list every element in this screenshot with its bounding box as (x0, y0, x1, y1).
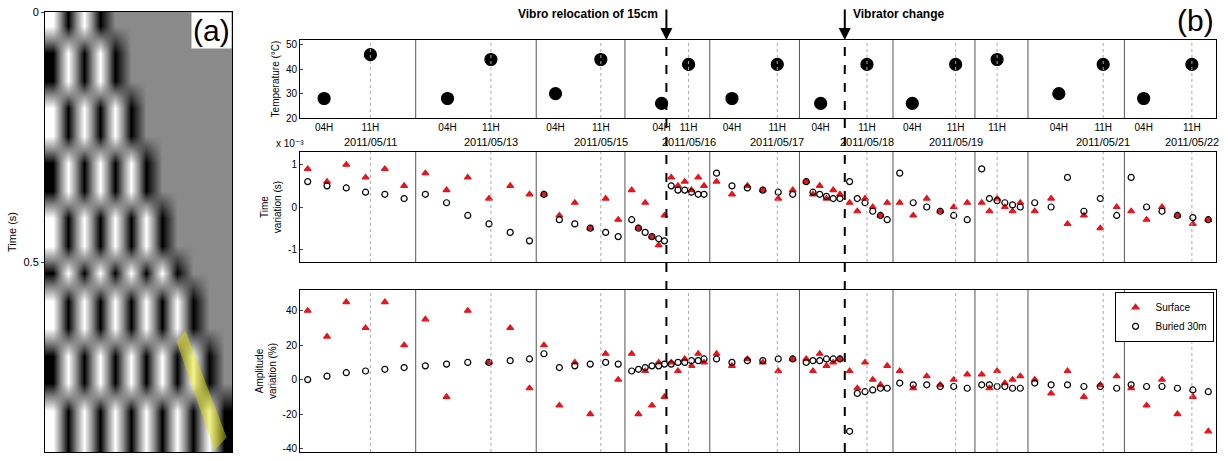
svg-text:2011/05/17: 2011/05/17 (750, 136, 804, 148)
svg-text:04H: 04H (1050, 122, 1068, 133)
svg-text:2011/05/18: 2011/05/18 (840, 136, 894, 148)
svg-text:11H: 11H (1094, 122, 1112, 133)
svg-text:2011/05/21: 2011/05/21 (1076, 136, 1130, 148)
svg-text:40: 40 (286, 64, 298, 75)
svg-text:11H: 11H (482, 122, 500, 133)
svg-text:0.5: 0.5 (24, 256, 39, 268)
svg-text:04H: 04H (1135, 122, 1153, 133)
svg-text:2011/05/19: 2011/05/19 (929, 136, 983, 148)
svg-text:11H: 11H (362, 122, 380, 133)
svg-text:40: 40 (286, 305, 298, 316)
svg-text:04H: 04H (652, 122, 670, 133)
svg-text:Vibrator change: Vibrator change (853, 7, 944, 21)
svg-text:-20: -20 (283, 409, 298, 420)
svg-text:2011/05/15: 2011/05/15 (574, 136, 628, 148)
svg-text:x 10⁻³: x 10⁻³ (276, 138, 304, 149)
svg-text:04H: 04H (811, 122, 829, 133)
svg-text:04H: 04H (723, 122, 741, 133)
svg-text:04H: 04H (315, 122, 333, 133)
svg-text:04H: 04H (438, 122, 456, 133)
svg-text:Vibro relocation of 15cm: Vibro relocation of 15cm (518, 7, 658, 21)
svg-text:11H: 11H (1183, 122, 1201, 133)
svg-text:04H: 04H (903, 122, 921, 133)
svg-text:11H: 11H (680, 122, 698, 133)
svg-text:11H: 11H (858, 122, 876, 133)
svg-text:0: 0 (291, 374, 297, 385)
svg-text:30: 30 (286, 88, 298, 99)
svg-text:-40: -40 (283, 443, 298, 454)
svg-text:1: 1 (291, 159, 297, 170)
svg-text:Buried 30m: Buried 30m (1156, 321, 1207, 332)
svg-text:(b): (b) (1177, 4, 1214, 37)
svg-text:11H: 11H (592, 122, 610, 133)
svg-text:04H: 04H (546, 122, 564, 133)
svg-text:2011/05/22: 2011/05/22 (1165, 136, 1219, 148)
svg-text:Amplitudevariation (%): Amplitudevariation (%) (254, 343, 278, 399)
svg-text:-1: -1 (288, 244, 297, 255)
svg-text:50: 50 (286, 39, 298, 50)
svg-text:0: 0 (291, 202, 297, 213)
svg-text:11H: 11H (947, 122, 965, 133)
svg-text:11H: 11H (768, 122, 786, 133)
svg-text:Timevariation (s): Timevariation (s) (259, 181, 283, 233)
svg-text:2011/05/11: 2011/05/11 (344, 136, 397, 148)
svg-text:Surface: Surface (1156, 302, 1191, 313)
svg-text:0: 0 (33, 6, 39, 18)
svg-text:2011/05/13: 2011/05/13 (464, 136, 518, 148)
svg-text:20: 20 (286, 113, 298, 124)
svg-text:Time (s): Time (s) (6, 212, 18, 252)
svg-text:Temperature (°C): Temperature (°C) (270, 41, 281, 118)
svg-text:20: 20 (286, 340, 298, 351)
svg-text:2011/05/16: 2011/05/16 (662, 136, 716, 148)
svg-text:(a): (a) (193, 14, 230, 47)
svg-text:11H: 11H (988, 122, 1006, 133)
